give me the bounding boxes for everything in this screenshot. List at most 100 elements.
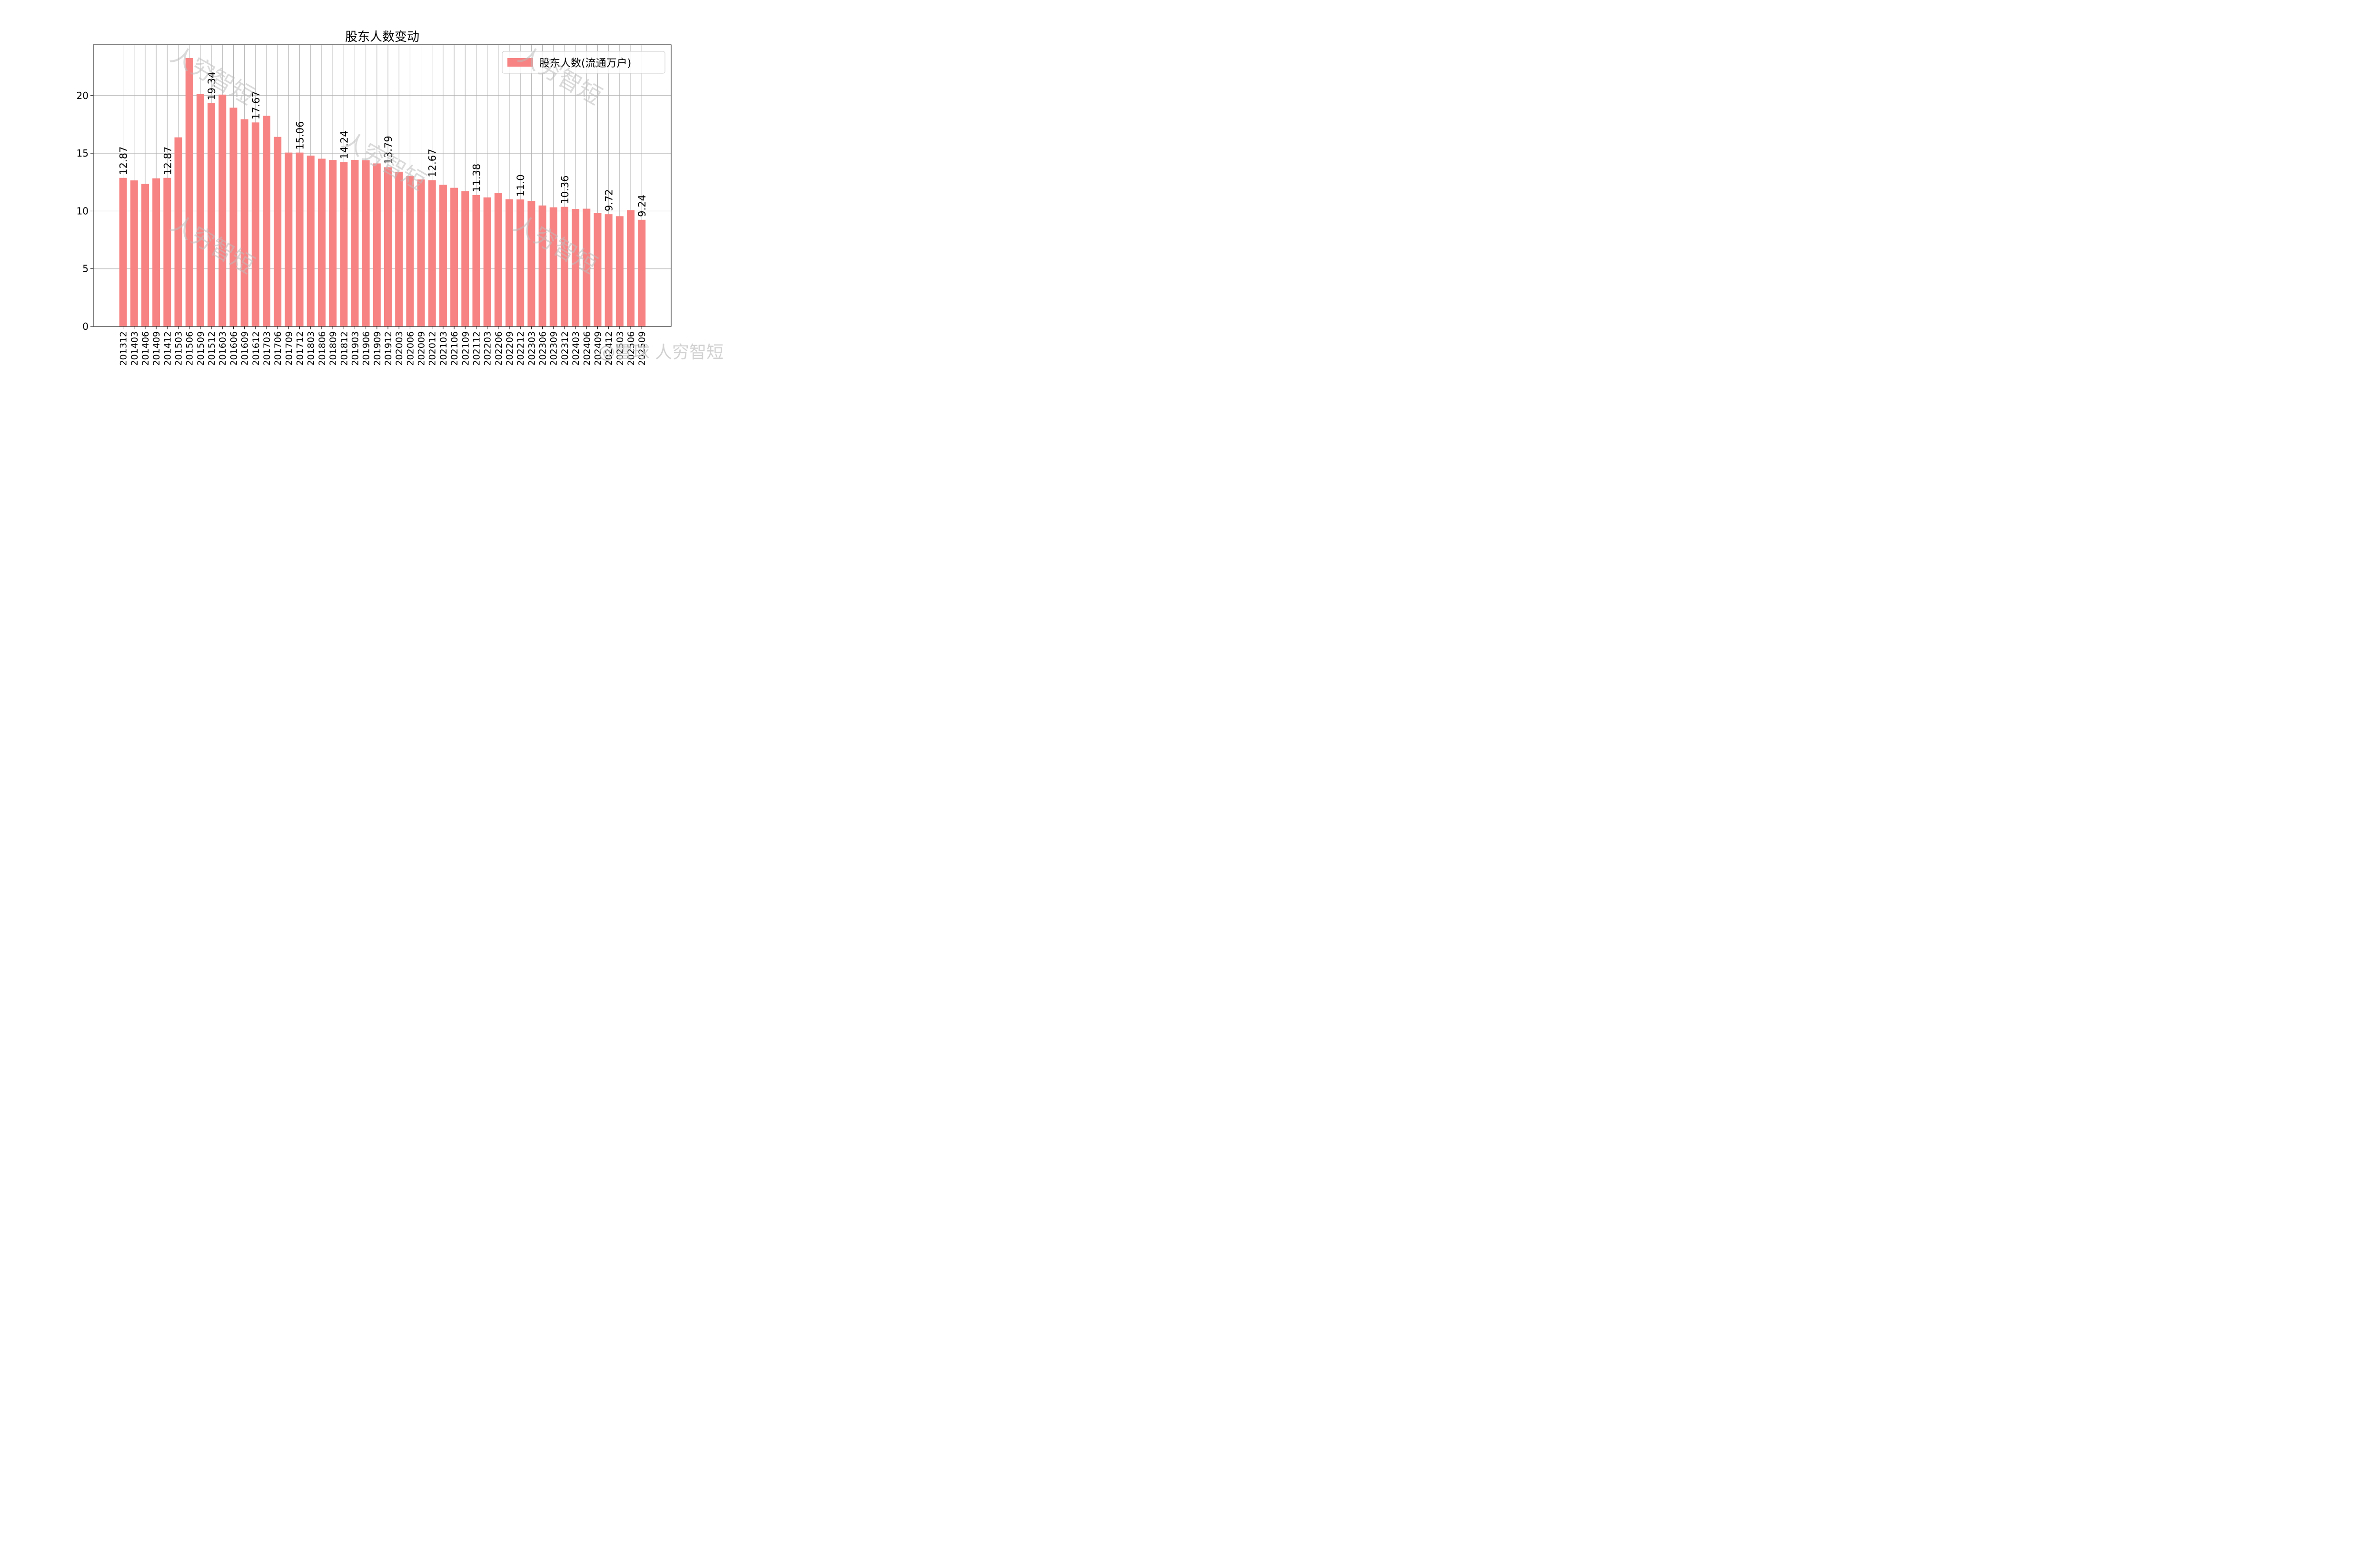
bar <box>494 193 502 326</box>
x-tick-label: 201703 <box>262 331 272 366</box>
x-tick-label: 202212 <box>516 331 526 366</box>
bar <box>185 58 193 327</box>
bar <box>262 116 270 326</box>
bar <box>384 167 392 326</box>
x-tick-label: 201503 <box>174 331 184 366</box>
bar <box>130 180 138 326</box>
data-label: 12.87 <box>162 147 173 175</box>
x-tick-label: 201903 <box>350 331 360 366</box>
bar <box>174 137 182 326</box>
x-tick-label: 202209 <box>505 331 515 366</box>
x-tick-label: 201803 <box>306 331 317 366</box>
bar <box>362 160 370 326</box>
bar <box>406 176 414 326</box>
x-tick-label: 202112 <box>471 331 482 366</box>
data-label: 13.79 <box>383 136 394 164</box>
x-tick-label: 202312 <box>560 331 570 366</box>
bar <box>538 205 546 326</box>
bar <box>317 158 326 326</box>
bar <box>340 162 348 326</box>
bar <box>594 213 602 326</box>
y-axis: 0 5 10 15 20 <box>77 90 93 332</box>
bar <box>450 188 458 326</box>
bar <box>516 199 525 326</box>
y-tick-label: 15 <box>77 148 89 159</box>
x-tick-label: 201706 <box>273 331 283 366</box>
x-tick-label: 201812 <box>339 331 349 366</box>
bar <box>417 179 425 326</box>
x-tick-label: 201312 <box>119 331 129 366</box>
bar <box>141 184 149 326</box>
bar <box>351 159 359 326</box>
x-tick-label: 202106 <box>449 331 460 366</box>
x-tick-label: 202303 <box>526 331 537 366</box>
x-tick-label: 201403 <box>129 331 140 366</box>
x-tick-label: 202412 <box>604 331 615 366</box>
bar <box>229 108 238 327</box>
x-tick-label: 202103 <box>438 331 449 366</box>
data-label: 11.38 <box>471 164 482 192</box>
x-tick-label: 202109 <box>460 331 471 366</box>
y-tick-label: 20 <box>77 90 89 101</box>
bar <box>572 209 580 326</box>
x-tick-label: 201806 <box>317 331 327 366</box>
data-label: 9.24 <box>636 195 648 217</box>
bar <box>208 103 216 326</box>
bar <box>439 185 447 326</box>
chart-title: 股东人数变动 <box>345 30 419 44</box>
x-tick-label: 201412 <box>162 331 173 366</box>
bar <box>307 155 315 326</box>
bar <box>638 219 646 326</box>
x-tick-label: 202006 <box>405 331 416 366</box>
x-tick-label: 202503 <box>615 331 625 366</box>
legend-swatch <box>507 58 533 67</box>
plot-frame <box>93 44 672 327</box>
x-tick-label: 202306 <box>538 331 548 366</box>
bar <box>605 214 613 326</box>
data-label: 11.0 <box>515 174 526 197</box>
y-tick-label: 5 <box>82 263 89 275</box>
x-tick-label: 202403 <box>571 331 581 366</box>
x-tick-label: 202009 <box>416 331 427 366</box>
bar <box>461 191 469 326</box>
bar <box>472 195 480 326</box>
x-tick-label: 202506 <box>626 331 636 366</box>
data-label: 12.87 <box>118 147 129 175</box>
x-tick-label: 202309 <box>549 331 559 366</box>
bar <box>373 163 381 326</box>
bar <box>251 122 259 326</box>
x-tick-label: 202409 <box>593 331 603 366</box>
bars-group <box>119 58 646 327</box>
bar <box>615 216 624 326</box>
x-tick-label: 201612 <box>251 331 261 366</box>
y-tick-label: 10 <box>77 205 89 217</box>
data-labels-group: 12.87 12.87 19.34 17.67 15.06 14.24 13.79 12.67… <box>118 72 648 217</box>
data-label: 17.67 <box>250 91 262 119</box>
bar <box>152 178 160 326</box>
x-tick-label: 201409 <box>151 331 162 366</box>
x-tick-label: 201512 <box>207 331 217 366</box>
x-axis: 201312 201403 201406 201409 201412 201503 2015… <box>119 326 647 366</box>
bar <box>395 171 403 326</box>
bar <box>196 94 204 326</box>
x-tick-label: 201709 <box>284 331 294 366</box>
x-tick-label: 201912 <box>383 331 394 366</box>
bar <box>428 180 436 326</box>
x-tick-label: 201406 <box>140 331 151 366</box>
data-label: 15.06 <box>295 121 306 149</box>
data-label: 10.36 <box>559 176 571 204</box>
bar <box>329 160 337 326</box>
bar <box>483 197 491 326</box>
corner-watermark: @雪球 人穷智短 <box>598 343 724 362</box>
bar-chart: 股东人数变动 12.87 12.87 19.34 17.67 15.06 14.24 13.… <box>77 30 724 366</box>
bar <box>583 208 591 326</box>
bar <box>274 137 282 326</box>
data-label: 14.24 <box>338 130 350 159</box>
x-tick-label: 202203 <box>483 331 493 366</box>
bar <box>296 152 304 326</box>
x-tick-label: 201712 <box>295 331 306 366</box>
x-tick-label: 202206 <box>494 331 504 366</box>
x-tick-label: 201909 <box>372 331 383 366</box>
x-tick-label: 202012 <box>427 331 438 366</box>
legend: 股东人数(流通万户) <box>502 51 665 74</box>
